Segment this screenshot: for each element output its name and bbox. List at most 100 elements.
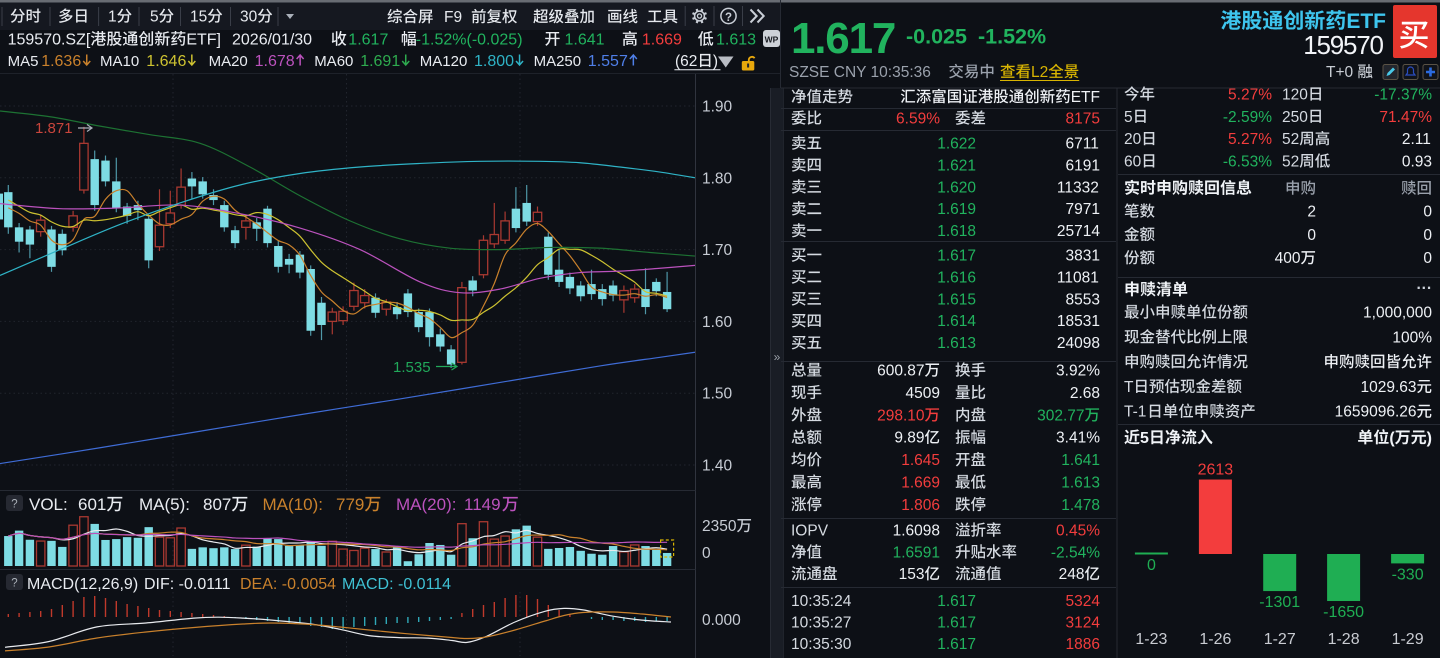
svg-text:1.646: 1.646 (146, 53, 186, 70)
svg-text:1.619: 1.619 (937, 201, 976, 218)
svg-text:1.478: 1.478 (1061, 497, 1100, 514)
svg-text:1.669: 1.669 (642, 32, 682, 49)
svg-text:0: 0 (1147, 557, 1156, 574)
svg-text:MA20: MA20 (209, 53, 248, 70)
svg-text:1.669: 1.669 (901, 475, 940, 492)
svg-text:DEA: -0.0054: DEA: -0.0054 (240, 576, 336, 593)
svg-text:5.27%: 5.27% (1228, 87, 1272, 104)
svg-text:T: T (1124, 379, 1134, 396)
svg-text:1.535: 1.535 (393, 359, 431, 376)
svg-text:): ) (713, 53, 718, 70)
svg-text:-17.37%: -17.37% (1374, 87, 1432, 104)
svg-text:MA250: MA250 (534, 53, 582, 70)
svg-text:1.6591: 1.6591 (893, 544, 940, 561)
svg-text:SZSE CNY 10:35:36: SZSE CNY 10:35:36 (789, 64, 931, 81)
svg-text:8175: 8175 (1066, 111, 1100, 128)
svg-text:159570: 159570 (1303, 30, 1383, 60)
svg-text:250: 250 (1282, 109, 1308, 126)
svg-text:0: 0 (702, 545, 711, 562)
svg-text:18531: 18531 (1057, 313, 1100, 330)
svg-text:1.90: 1.90 (702, 99, 733, 116)
svg-text:1659096.26: 1659096.26 (1335, 404, 1417, 421)
svg-text:52: 52 (1282, 153, 1299, 170)
svg-text:24098: 24098 (1057, 335, 1100, 352)
svg-text:25714: 25714 (1057, 223, 1100, 240)
svg-text:807: 807 (203, 495, 231, 514)
svg-text:-0.025: -0.025 (906, 25, 967, 49)
svg-text:3.92%: 3.92% (1056, 363, 1100, 380)
svg-text:T-1: T-1 (1124, 404, 1146, 421)
svg-text:DIF: -0.0111: DIF: -0.0111 (144, 576, 231, 593)
svg-text:?: ? (11, 578, 17, 590)
svg-text:2026/01/30: 2026/01/30 (232, 32, 312, 49)
svg-text:6711: 6711 (1066, 136, 1099, 153)
svg-text:0: 0 (1423, 204, 1432, 221)
svg-text:1.617: 1.617 (937, 615, 976, 632)
svg-text:1.871: 1.871 (35, 120, 73, 137)
svg-text:?: ? (725, 12, 732, 24)
svg-text:MA(20):: MA(20): (396, 495, 456, 514)
svg-text:1.636: 1.636 (41, 53, 81, 70)
svg-text:-1301: -1301 (1259, 594, 1300, 611)
svg-text:MA60: MA60 (314, 53, 353, 70)
svg-text:10:35:24: 10:35:24 (791, 593, 852, 610)
svg-text:1886: 1886 (1066, 636, 1100, 653)
svg-text:1.615: 1.615 (937, 291, 976, 308)
svg-text:···: ··· (1417, 280, 1433, 297)
svg-text:MA(5):: MA(5): (139, 495, 190, 514)
svg-text:100%: 100% (1392, 329, 1432, 346)
svg-text:0: 0 (1423, 227, 1432, 244)
svg-text:1-26: 1-26 (1199, 631, 1231, 648)
svg-text:10:35:27: 10:35:27 (791, 615, 851, 632)
svg-text:(62: (62 (675, 53, 697, 70)
svg-text:2613: 2613 (1198, 462, 1234, 479)
svg-text:1.613: 1.613 (937, 335, 976, 352)
svg-text:9.89: 9.89 (894, 430, 924, 447)
svg-text:1.618: 1.618 (937, 223, 976, 240)
svg-text:30: 30 (240, 9, 258, 26)
svg-text:VOL:: VOL: (29, 495, 68, 514)
svg-text:1.622: 1.622 (937, 136, 976, 153)
svg-text:1149: 1149 (464, 495, 501, 514)
svg-text:60: 60 (1124, 153, 1142, 170)
svg-text:52: 52 (1282, 131, 1299, 148)
svg-text:5.27%: 5.27% (1228, 131, 1272, 148)
svg-text:15: 15 (190, 9, 207, 26)
svg-text:0.000: 0.000 (702, 612, 741, 629)
svg-text:1-23: 1-23 (1135, 631, 1167, 648)
svg-text:1.800: 1.800 (474, 53, 514, 70)
svg-text:5: 5 (150, 9, 159, 26)
svg-text:1-27: 1-27 (1264, 631, 1296, 648)
svg-text:1.641: 1.641 (1061, 452, 1100, 469)
svg-text:-6.53%: -6.53% (1223, 153, 1272, 170)
svg-text:71.47%: 71.47% (1379, 109, 1432, 126)
svg-text:1.645: 1.645 (901, 452, 940, 469)
svg-text:MA10: MA10 (100, 53, 139, 70)
svg-text:-2.59%: -2.59% (1223, 109, 1272, 126)
svg-text:7971: 7971 (1066, 201, 1100, 218)
svg-text:2350: 2350 (702, 518, 737, 535)
svg-text:0: 0 (1423, 250, 1432, 267)
svg-text:1.617: 1.617 (348, 32, 388, 49)
svg-text:0.93: 0.93 (1402, 153, 1432, 170)
svg-text:WP: WP (765, 35, 779, 45)
svg-text:298.10: 298.10 (877, 407, 925, 424)
svg-text:ETF: ETF (1346, 10, 1386, 33)
svg-text:6.59%: 6.59% (896, 111, 940, 128)
svg-text:MA5: MA5 (8, 53, 39, 70)
svg-text:1-28: 1-28 (1328, 631, 1360, 648)
svg-text:3.41%: 3.41% (1056, 430, 1100, 447)
svg-text:11332: 11332 (1057, 179, 1099, 196)
svg-text:248: 248 (1059, 566, 1085, 583)
svg-text:1: 1 (108, 9, 117, 26)
svg-text:1.557: 1.557 (588, 53, 628, 70)
svg-text:2: 2 (1307, 204, 1316, 221)
svg-text:159570.SZ[: 159570.SZ[ (8, 32, 91, 49)
svg-text:11081: 11081 (1057, 269, 1099, 286)
svg-text:3831: 3831 (1066, 248, 1100, 265)
svg-text:-1650: -1650 (1323, 604, 1364, 621)
svg-text:1.806: 1.806 (901, 497, 940, 514)
svg-text:0.45%: 0.45% (1056, 523, 1100, 540)
svg-text:MACD: -0.0114: MACD: -0.0114 (342, 576, 451, 593)
svg-text:1.50: 1.50 (702, 386, 733, 403)
